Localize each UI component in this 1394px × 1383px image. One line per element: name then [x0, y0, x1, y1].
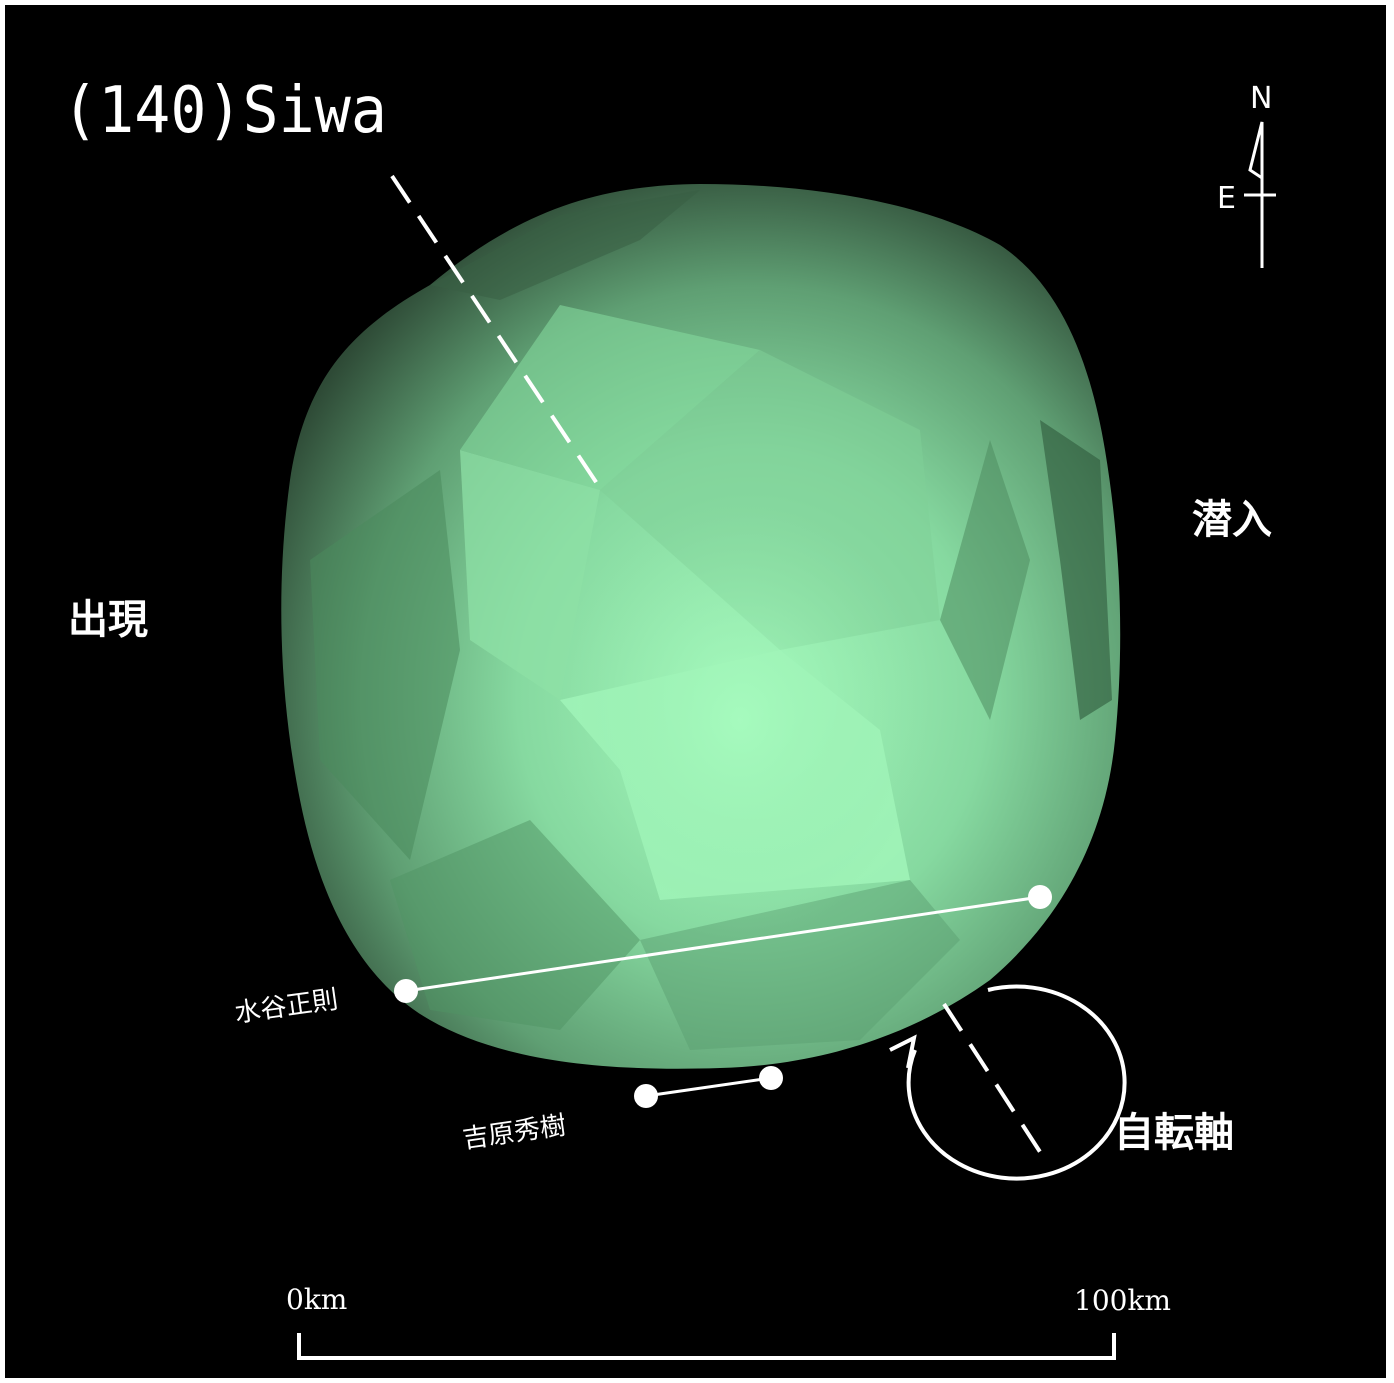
asteroid-title: (140)Siwa	[62, 74, 387, 148]
chord-endpoint	[394, 979, 418, 1003]
facet	[310, 470, 460, 860]
rotation-axis-upper	[390, 174, 602, 490]
rotation-axis-label: 自転軸	[1114, 1110, 1234, 1156]
reappearance-label: 出現	[68, 597, 148, 643]
compass-east-label: E	[1217, 181, 1236, 216]
rotation-direction-indicator	[889, 984, 1127, 1181]
highlight	[550, 500, 930, 940]
asteroid-shape	[281, 184, 1121, 1069]
chord-endpoint	[634, 1084, 658, 1108]
chord-line	[645, 1076, 772, 1098]
rotation-arrow-icon	[889, 1034, 917, 1069]
chord-endpoint	[1028, 885, 1052, 909]
compass-north-label: N	[1250, 81, 1272, 116]
facet	[430, 190, 700, 300]
facet	[940, 440, 1030, 720]
facet	[1040, 420, 1112, 720]
scale-bar: 0km 100km	[286, 1283, 1171, 1360]
rotation-axis-lower	[942, 1002, 1046, 1160]
north-arrow-icon	[1248, 121, 1264, 181]
facet	[460, 305, 760, 490]
rotation-arc	[906, 984, 1127, 1181]
scale-end-label: 100km	[1074, 1284, 1171, 1317]
chord-endpoint	[759, 1066, 783, 1090]
scale-start-label: 0km	[286, 1283, 347, 1316]
compass-rose: N E	[1217, 81, 1276, 268]
chord-line	[405, 895, 1041, 993]
facet	[390, 820, 640, 1030]
disappearance-label: 潜入	[1192, 497, 1272, 543]
